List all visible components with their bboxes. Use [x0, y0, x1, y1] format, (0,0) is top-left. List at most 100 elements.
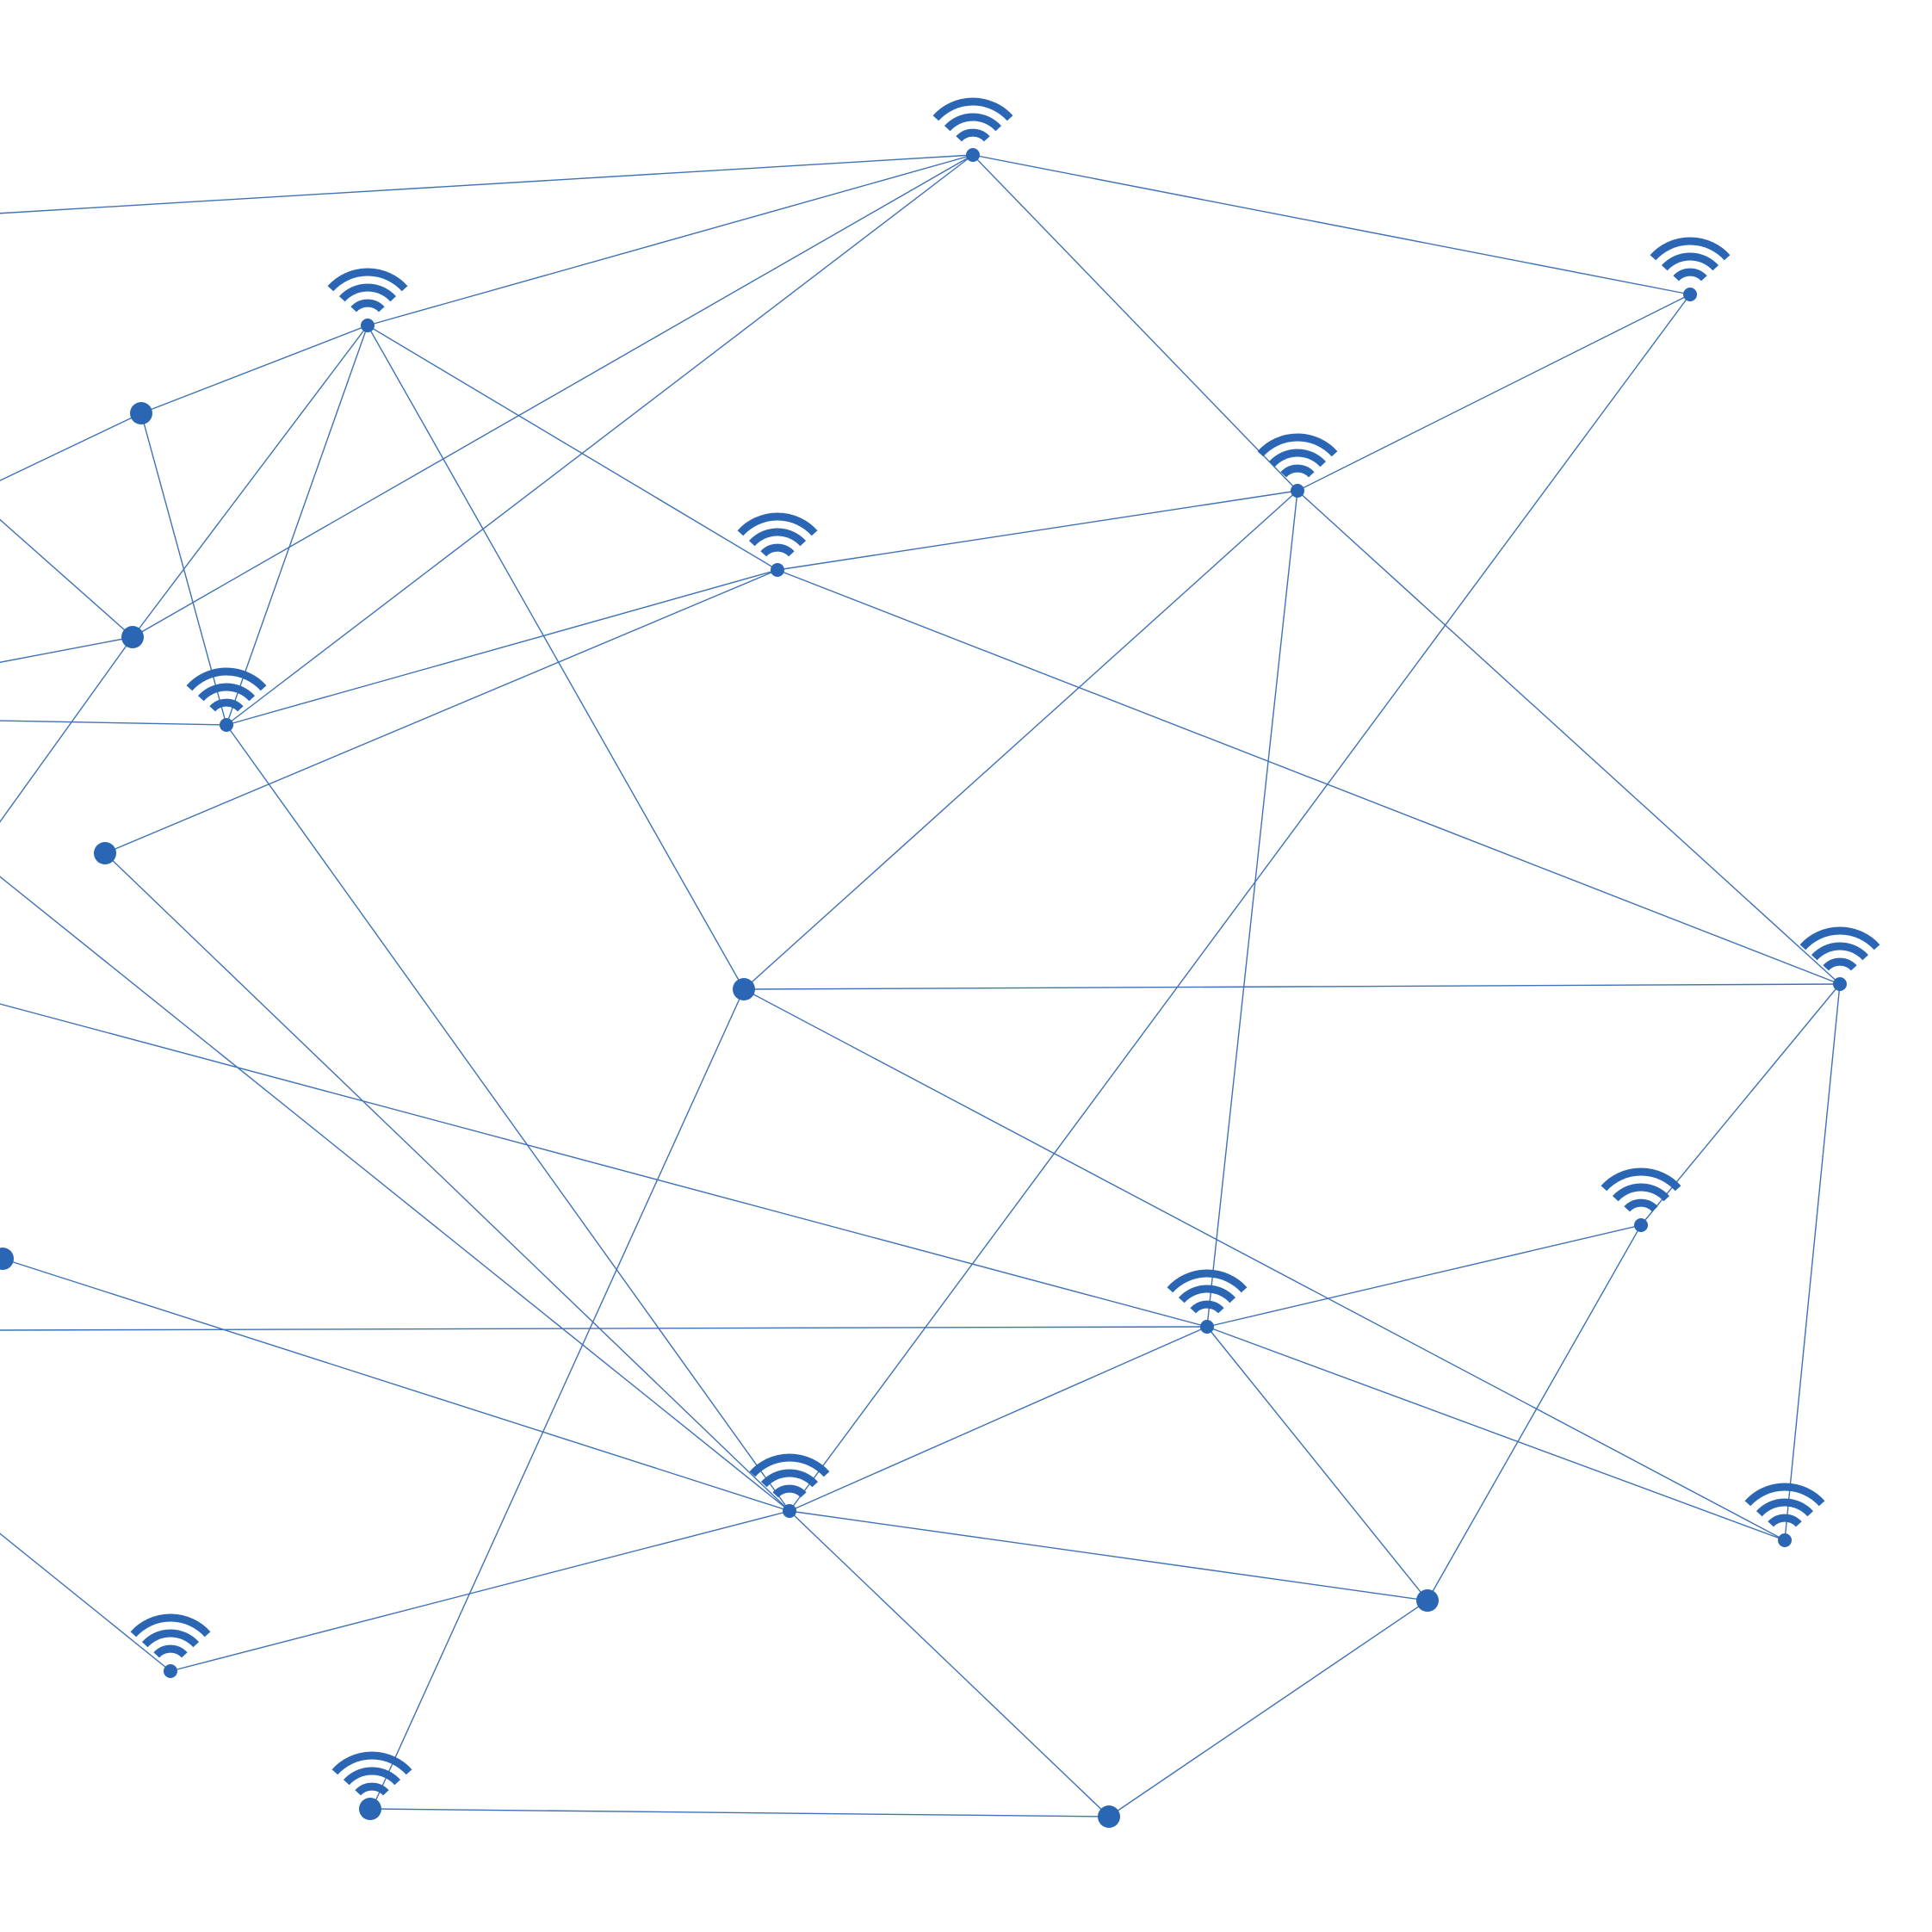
wifi-arc — [209, 698, 244, 712]
network-link — [0, 720, 227, 726]
network-link — [1297, 490, 1841, 985]
wifi-arc — [1811, 942, 1869, 961]
network-link — [777, 569, 1841, 985]
wifi-arc — [130, 1613, 211, 1638]
network-link — [1640, 983, 1841, 1226]
network-link — [371, 1808, 1110, 1817]
wifi-icon — [186, 667, 267, 732]
network-link — [1427, 1224, 1642, 1601]
network-link — [0, 636, 133, 663]
network-link — [1206, 1326, 1428, 1601]
wifi-arc — [1799, 926, 1880, 951]
wifi-icon — [1167, 1269, 1248, 1334]
network-link — [1297, 294, 1691, 492]
wifi-arc — [737, 512, 818, 536]
wifi-arc — [932, 97, 1013, 121]
network-link — [104, 852, 790, 1512]
network-link — [367, 325, 778, 571]
wifi-icon — [1650, 237, 1731, 301]
network-links — [0, 154, 1841, 1817]
wifi-arc — [772, 1484, 807, 1498]
wifi-arc — [350, 299, 385, 313]
wifi-arc — [327, 268, 408, 292]
network-link — [1206, 1224, 1642, 1328]
wifi-dot — [361, 319, 375, 332]
wifi-arc — [760, 1469, 819, 1488]
network-nodes — [0, 97, 1880, 1828]
network-link — [743, 988, 1786, 1541]
wifi-dot — [164, 1664, 177, 1678]
network-link — [1206, 490, 1298, 1328]
wifi-arc — [1257, 433, 1338, 457]
network-link — [743, 983, 1841, 990]
wifi-arc — [343, 1767, 401, 1786]
network-link — [132, 154, 974, 638]
wifi-icon — [1744, 1483, 1825, 1547]
wifi-arc — [1167, 1269, 1248, 1293]
wifi-arc — [1624, 1198, 1658, 1212]
network-link — [226, 154, 974, 726]
wifi-dot — [1634, 1218, 1648, 1232]
network-node — [1098, 1805, 1120, 1828]
wifi-icon — [1601, 1167, 1681, 1232]
wifi-arc — [749, 1453, 830, 1477]
wifi-icon — [327, 268, 408, 332]
wifi-dot — [771, 563, 784, 577]
network-link — [743, 490, 1298, 990]
network-link — [0, 1326, 1208, 1331]
wifi-arc — [1768, 1514, 1802, 1527]
wifi-icon — [932, 97, 1013, 162]
node-dot — [121, 626, 144, 648]
wifi-arc — [338, 283, 397, 302]
network-link — [777, 490, 1298, 571]
wifi-arc — [153, 1644, 188, 1658]
network-node — [733, 978, 755, 1000]
network-link — [226, 724, 790, 1512]
network-node — [130, 402, 152, 424]
network-link — [0, 154, 974, 214]
wifi-arc — [141, 1629, 200, 1648]
wifi-icon — [1799, 926, 1880, 991]
node-dot — [733, 978, 755, 1000]
wifi-arc — [956, 128, 990, 142]
wifi-arc — [1823, 957, 1857, 971]
network-link — [1108, 1600, 1428, 1817]
network-link — [789, 1510, 1110, 1817]
node-dot — [1416, 1589, 1439, 1612]
network-node — [1416, 1589, 1439, 1612]
wifi-dot — [1291, 484, 1304, 498]
wifi-arc — [1280, 464, 1315, 478]
wifi-arc — [355, 1782, 389, 1796]
wifi-dot — [1778, 1533, 1792, 1547]
node-dot — [359, 1798, 381, 1820]
wifi-dot — [1200, 1320, 1214, 1334]
network-link — [371, 988, 745, 1810]
node-dot — [0, 1248, 14, 1270]
wifi-icon — [130, 1613, 211, 1678]
wifi-arc — [1601, 1167, 1681, 1192]
wifi-arc — [1673, 268, 1707, 282]
network-link — [0, 876, 790, 1512]
network-link — [0, 1003, 1208, 1328]
network-node — [121, 626, 144, 648]
network-link — [789, 294, 1691, 1512]
wifi-arc — [331, 1751, 412, 1775]
wifi-arc — [748, 528, 807, 547]
wifi-arc — [1612, 1183, 1670, 1202]
wifi-icon — [749, 1453, 830, 1518]
network-link — [132, 325, 368, 638]
network-link — [226, 325, 368, 726]
network-link — [170, 1510, 790, 1672]
network-link — [2, 1258, 790, 1512]
wifi-dot — [783, 1504, 796, 1518]
network-link — [0, 636, 133, 823]
wifi-dot — [1833, 977, 1847, 991]
node-dot — [130, 402, 152, 424]
network-node — [0, 1248, 14, 1270]
network-link — [972, 154, 1298, 492]
wifi-dot — [1683, 288, 1697, 301]
wifi-arc — [197, 683, 256, 702]
node-dot — [1098, 1805, 1120, 1828]
network-link — [140, 325, 368, 414]
network-link — [972, 154, 1691, 295]
